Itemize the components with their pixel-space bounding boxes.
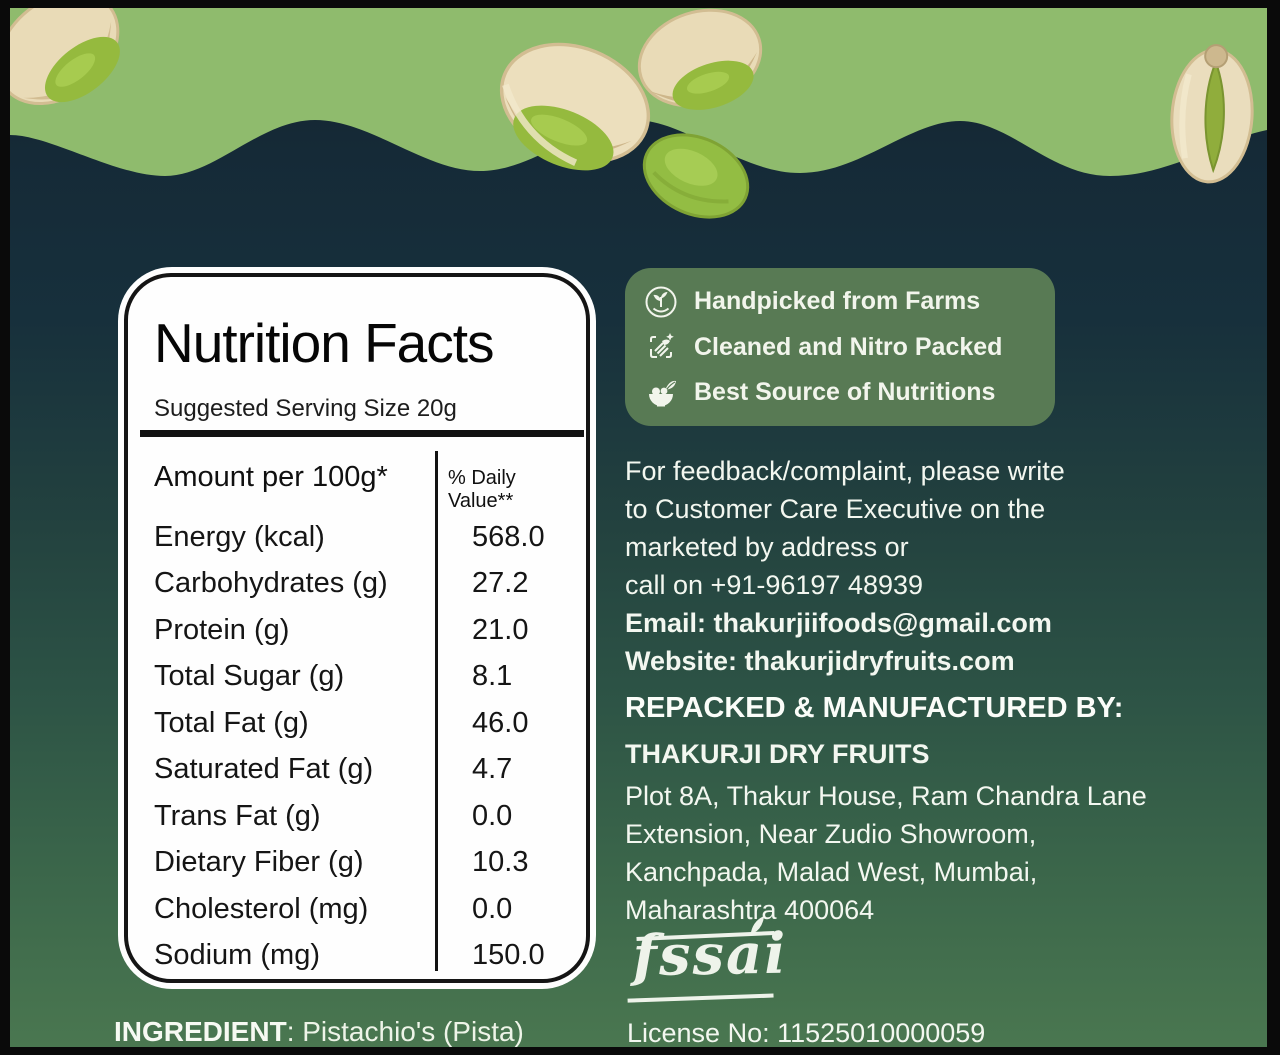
table-row: Sodium (mg) 150.0 bbox=[154, 933, 578, 980]
hand-sprout-icon bbox=[645, 286, 677, 317]
manufacturer-name: THAKURJI DRY FRUITS bbox=[625, 739, 930, 769]
manufacturer-address: Plot 8A, Thakur House, Ram Chandra Lane … bbox=[625, 777, 1165, 929]
fssai-leaf-icon bbox=[750, 915, 765, 936]
row-label: Saturated Fat (g) bbox=[154, 753, 374, 786]
address-line: Kanchpada, Malad West, Mumbai, bbox=[625, 857, 1038, 887]
feature-label: Cleaned and Nitro Packed bbox=[694, 332, 1003, 361]
thick-rule bbox=[140, 430, 584, 437]
row-value: 10.3 bbox=[472, 846, 529, 879]
feature-label: Handpicked from Farms bbox=[694, 287, 981, 315]
nutrition-facts-title: Nutrition Facts bbox=[154, 312, 495, 374]
contact-website: Website: thakurjidryfruits.com bbox=[625, 646, 1015, 676]
row-label: Dietary Fiber (g) bbox=[154, 846, 364, 879]
pistachio-open-center-left bbox=[499, 42, 651, 171]
table-row: Carbohydrates (g) 27.2 bbox=[154, 561, 578, 608]
row-label: Total Sugar (g) bbox=[154, 660, 345, 693]
contact-line: to Customer Care Executive on the bbox=[625, 494, 1046, 524]
feature-box: Handpicked from Farms Cleaned and Nitro … bbox=[625, 268, 1055, 426]
fssai-logo: fssai bbox=[626, 915, 788, 1014]
contact-block: For feedback/complaint, please write to … bbox=[625, 452, 1125, 680]
nutrition-table: Energy (kcal) 568.0 Carbohydrates (g) 27… bbox=[154, 514, 578, 979]
contact-line: marketed by address or bbox=[625, 532, 909, 562]
serving-size-text: Suggested Serving Size 20g bbox=[154, 395, 457, 422]
row-value: 27.2 bbox=[472, 567, 529, 600]
address-line: Extension, Near Zudio Showroom, bbox=[625, 819, 1037, 849]
row-label: Total Fat (g) bbox=[154, 706, 309, 739]
row-value: 46.0 bbox=[472, 706, 529, 739]
column-divider bbox=[435, 451, 438, 971]
row-value: 0.0 bbox=[472, 799, 513, 832]
row-value: 0.0 bbox=[472, 892, 513, 925]
row-label: Protein (g) bbox=[154, 613, 290, 646]
table-row: Trans Fat (g) 0.0 bbox=[154, 793, 578, 840]
fssai-underline bbox=[627, 993, 774, 1003]
daily-value-column-header: % Daily Value** bbox=[448, 467, 516, 512]
row-label: Sodium (mg) bbox=[154, 939, 320, 972]
address-line: Plot 8A, Thakur House, Ram Chandra Lane bbox=[625, 781, 1147, 811]
fssai-license-number: License No: 11525010000059 bbox=[627, 1018, 986, 1047]
contact-line: For feedback/complaint, please write bbox=[625, 456, 1065, 486]
row-value: 4.7 bbox=[472, 753, 513, 786]
feature-label: Best Source of Nutritions bbox=[694, 378, 996, 406]
row-value: 568.0 bbox=[472, 520, 545, 553]
nutrition-facts-panel: Nutrition Facts Suggested Serving Size 2… bbox=[118, 267, 596, 989]
row-value: 8.1 bbox=[472, 660, 513, 693]
ingredient-line: INGREDIENT: Pistachio's (Pista) bbox=[114, 1016, 524, 1047]
table-row: Total Fat (g) 46.0 bbox=[154, 700, 578, 747]
row-value: 150.0 bbox=[472, 939, 545, 972]
feature-item: Best Source of Nutritions bbox=[643, 375, 1037, 411]
row-label: Energy (kcal) bbox=[154, 520, 325, 553]
pistachio-open-top-left bbox=[10, 8, 120, 106]
top-banner-illustration bbox=[10, 8, 1267, 219]
table-row: Energy (kcal) 568.0 bbox=[154, 514, 578, 561]
table-row: Protein (g) 21.0 bbox=[154, 607, 578, 654]
table-row: Saturated Fat (g) 4.7 bbox=[154, 747, 578, 794]
label-background: Nutrition Facts Suggested Serving Size 2… bbox=[10, 8, 1267, 1047]
amount-column-header: Amount per 100g* bbox=[154, 461, 388, 493]
feature-item: Handpicked from Farms bbox=[643, 284, 1037, 320]
nutrition-facts-border: Nutrition Facts Suggested Serving Size 2… bbox=[124, 273, 590, 983]
contact-email: Email: thakurjiifoods@gmail.com bbox=[625, 608, 1052, 638]
ingredient-label: INGREDIENT bbox=[114, 1016, 287, 1047]
address-line: Maharashtra 400064 bbox=[625, 895, 875, 925]
row-label: Cholesterol (mg) bbox=[154, 892, 369, 925]
hand-wipe-icon bbox=[650, 333, 674, 358]
nutrition-bowl-icon bbox=[649, 380, 676, 406]
contact-phone: call on +91-96197 48939 bbox=[625, 570, 924, 600]
pistachio-open-center-right bbox=[637, 8, 763, 110]
feature-item: Cleaned and Nitro Packed bbox=[643, 329, 1037, 365]
row-label: Carbohydrates (g) bbox=[154, 567, 388, 600]
ingredient-value: : Pistachio's (Pista) bbox=[286, 1016, 524, 1047]
row-value: 21.0 bbox=[472, 613, 529, 646]
table-row: Total Sugar (g) 8.1 bbox=[154, 654, 578, 701]
row-label: Trans Fat (g) bbox=[154, 799, 321, 832]
pistachio-kernel bbox=[642, 133, 750, 219]
table-row: Dietary Fiber (g) 10.3 bbox=[154, 840, 578, 887]
table-row: Cholesterol (mg) 0.0 bbox=[154, 886, 578, 933]
manufacturer-heading: REPACKED & MANUFACTURED BY: bbox=[625, 692, 1124, 724]
